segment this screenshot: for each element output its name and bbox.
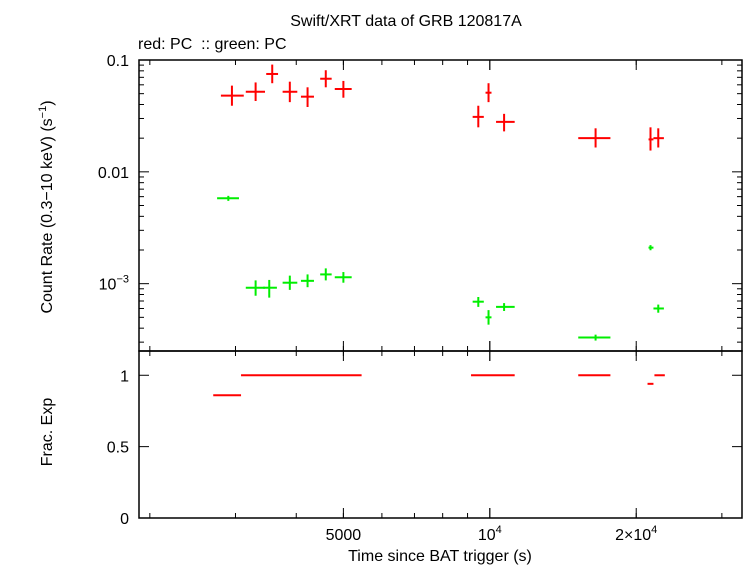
y-axis-label-count-rate: Count Rate (0.3−10 keV) (s−1)	[37, 100, 56, 313]
y-axis-label-count-rate-tail: )	[39, 100, 56, 105]
x-tick-label-text: 5000	[326, 527, 362, 544]
count-rate-y-tick-label-text: 0.1	[107, 53, 129, 70]
frac-exp-y-tick-label-text: 0	[120, 511, 129, 528]
count-rate-y-tick-label: 0.1	[107, 53, 129, 70]
y-axis-label-count-rate-main: Count Rate (0.3−10 keV) (s	[39, 118, 56, 313]
x-tick-label-text: 10	[478, 527, 496, 544]
count-rate-y-tick-label-exp: −3	[116, 274, 129, 286]
count-rate-y-tick-label: 0.01	[98, 165, 129, 182]
x-tick-label-exp: 4	[496, 524, 502, 536]
frac-exp-y-tick-label-text: 1	[120, 368, 129, 385]
count-rate-panel: 0.1 0.01 10−3	[98, 53, 743, 352]
fractional-exposure-ticks: 00.51	[107, 351, 742, 528]
y-axis-label-frac-exp: Frac. Exp	[39, 398, 56, 467]
count-rate-y-tick-label: 10−3	[99, 274, 129, 294]
frac-exp-series-0	[213, 374, 665, 397]
count-rate-series-0	[220, 64, 664, 151]
x-tick-labels: 5000 104 2×104	[326, 524, 658, 544]
x-tick-label-text: 2×10	[615, 527, 651, 544]
x-tick-label: 5000	[326, 527, 362, 544]
x-tick-label-exp: 4	[651, 524, 657, 536]
count-rate-frame	[138, 59, 743, 352]
fractional-exposure-frame	[138, 350, 743, 519]
chart-subtitle: red: PC :: green: PC	[138, 36, 287, 53]
frac-exp-y-tick-label: 0	[120, 511, 129, 528]
fractional-exposure-panel: 00.51	[107, 350, 743, 528]
count-rate-series-1	[217, 195, 664, 341]
chart-title: Swift/XRT data of GRB 120817A	[290, 13, 522, 30]
y-axis-label-count-rate-exp: −1	[37, 106, 49, 119]
frac-exp-y-tick-label: 0.5	[107, 440, 129, 457]
count-rate-marks	[217, 64, 664, 341]
x-tick-label: 104	[478, 524, 502, 544]
frac-exp-y-tick-label: 1	[120, 368, 129, 385]
count-rate-y-tick-label-text: 10	[99, 277, 117, 294]
frac-exp-y-tick-label-text: 0.5	[107, 440, 129, 457]
x-axis-label: Time since BAT trigger (s)	[348, 548, 532, 565]
fractional-exposure-marks	[213, 374, 665, 397]
count-rate-y-tick-label-text: 0.01	[98, 165, 129, 182]
x-tick-label: 2×104	[615, 524, 657, 544]
count-rate-ticks: 0.1 0.01 10−3	[98, 53, 742, 351]
